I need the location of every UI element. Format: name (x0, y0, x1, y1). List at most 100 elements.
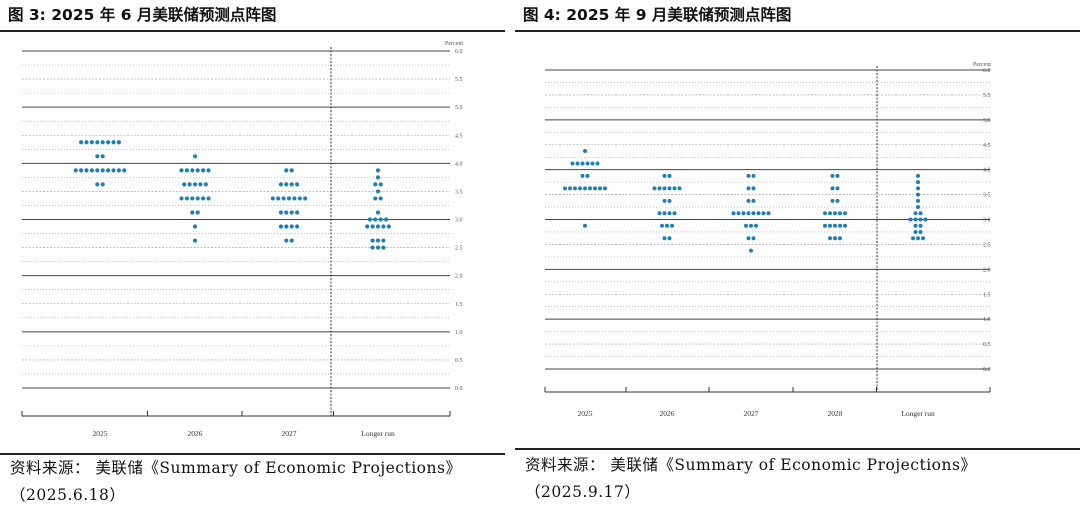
projection-dot (766, 211, 771, 216)
projection-dot (916, 236, 920, 241)
projection-dot (585, 173, 590, 178)
projection-dot (375, 175, 381, 180)
projection-dot (95, 168, 100, 173)
projection-dot (667, 211, 672, 216)
projection-dot (84, 140, 89, 145)
projection-dot (918, 217, 923, 222)
projection-dot (373, 196, 378, 201)
projection-dot (184, 168, 189, 173)
projection-dot (100, 168, 105, 173)
projection-dot (756, 211, 761, 216)
projection-dot (751, 173, 756, 178)
projection-dot (192, 238, 198, 243)
projection-dot (833, 211, 837, 216)
projection-dot (828, 236, 832, 241)
figure-3-source-date: （2025.6.18） (10, 486, 126, 504)
projection-dot (667, 186, 672, 191)
projection-dot (746, 173, 751, 178)
projection-dot (751, 198, 756, 203)
projection-dot (203, 182, 208, 187)
figure-3-title: 图 3: 2025 年 6 月美联储预测点阵图 (8, 6, 277, 24)
projection-dot (657, 186, 662, 191)
y-tick-label: 0.0 (983, 367, 991, 373)
projection-dot (295, 182, 300, 187)
projection-dot (662, 173, 667, 178)
projection-dot (575, 161, 580, 166)
projection-dot (833, 223, 837, 228)
projection-dot (830, 173, 835, 178)
x-category-label: 2026 (188, 429, 203, 438)
projection-dot (667, 198, 672, 203)
x-category-label: 2026 (660, 409, 675, 418)
projection-dot (838, 236, 842, 241)
y-tick-label: 3.5 (983, 193, 991, 199)
projection-dot (913, 229, 918, 234)
projection-dot (116, 168, 121, 173)
projection-dot (731, 211, 736, 216)
y-tick-label: 1.5 (455, 302, 463, 308)
y-tick-label: 3.0 (455, 218, 463, 224)
projection-dot (278, 210, 283, 215)
projection-dot (192, 224, 198, 229)
projection-dot (378, 217, 383, 222)
projection-dot (913, 211, 918, 216)
projection-dot (911, 236, 915, 241)
projection-dot (381, 238, 386, 243)
projection-dot (89, 168, 94, 173)
projection-dot (384, 217, 389, 222)
projection-dot (95, 140, 100, 145)
projection-dot (100, 154, 105, 159)
projection-dot (754, 223, 758, 228)
projection-dot (284, 224, 289, 229)
projection-dot (381, 224, 386, 229)
projection-dot (381, 245, 386, 250)
projection-dot (284, 210, 289, 215)
figure-4-dot-plot: 0.0 0.5 1.0 1.5 2.0 2.5 3.0 3.5 4.0 4.5 5.0 5.5 6.0P… (544, 62, 991, 418)
projection-dot (843, 223, 847, 228)
projection-dot (206, 196, 211, 201)
projection-dot (830, 198, 835, 203)
figure-3-source-text: 资料来源： 美联储《Summary of Economic Projection… (10, 459, 462, 477)
projection-dot (190, 196, 195, 201)
projection-dot (657, 211, 662, 216)
projection-dot (916, 198, 920, 203)
projection-dot (598, 186, 602, 191)
projection-dot (184, 196, 189, 201)
projection-dot (751, 186, 756, 191)
projection-dot (662, 198, 667, 203)
projection-dot (100, 182, 105, 187)
x-category-label: Longer run (901, 409, 935, 418)
figure-3-bottom-rule (0, 453, 505, 455)
projection-dot (583, 186, 587, 191)
projection-dot (667, 236, 672, 241)
projection-dot (195, 196, 200, 201)
projection-dot (916, 186, 920, 191)
figure-3-source: 资料来源： 美联储《Summary of Economic Projection… (10, 455, 461, 509)
projection-dot (921, 236, 925, 241)
projection-dot (595, 161, 600, 166)
projection-dot (603, 186, 607, 191)
projection-dot (179, 168, 184, 173)
projection-dot (672, 211, 677, 216)
projection-dot (84, 168, 89, 173)
projection-dot (830, 186, 835, 191)
projection-dot (918, 211, 923, 216)
projection-dot (190, 168, 195, 173)
projection-dot (95, 182, 100, 187)
projection-dot (190, 210, 195, 215)
projection-dot (916, 180, 920, 185)
figure-3-top-rule (0, 30, 505, 32)
projection-dot (295, 210, 300, 215)
projection-dot (751, 236, 756, 241)
projection-dot (590, 161, 595, 166)
projection-dot (378, 182, 383, 187)
projection-dot (284, 168, 289, 173)
figure-4-top-rule (515, 30, 1080, 32)
figure-4-source: 资料来源： 美联储《Summary of Economic Projection… (525, 452, 976, 506)
projection-dot (746, 211, 751, 216)
projection-dot (835, 173, 840, 178)
x-category-label: 2025 (578, 409, 593, 418)
projection-dot (746, 236, 751, 241)
projection-dot (289, 182, 294, 187)
projection-dot (375, 168, 381, 173)
